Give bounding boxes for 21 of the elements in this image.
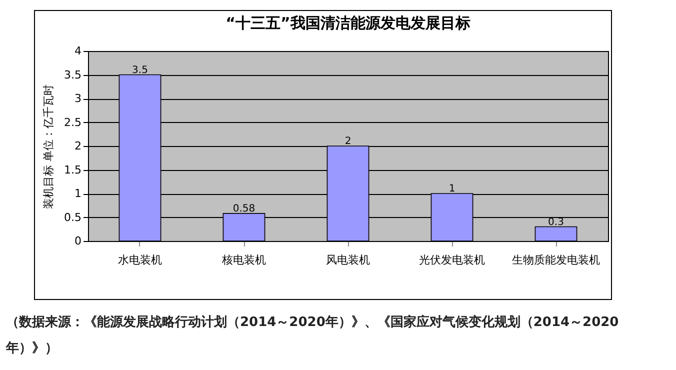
y-tick-label: 2 [74,140,82,152]
data-label: 0.58 [232,203,256,214]
y-tick-label: 3 [74,92,82,105]
x-tick-label: 水电装机 [118,254,162,266]
data-label: 3.5 [132,64,148,76]
x-tick-label: 风电装机 [326,254,370,266]
x-tick-label: 光伏发电装机 [419,254,485,266]
y-tick-label: 1 [74,187,82,200]
y-tick-label: 4 [74,44,82,58]
y-tick-label: 3.5 [64,68,82,82]
data-label: 1 [448,184,456,194]
y-tick-label: 0.5 [64,210,82,224]
y-axis-title: 装机目标 单位：亿千瓦时 [42,84,56,209]
text: （数据来源：《能源发展战略行动计划（2014～2020年）》、《国家应对气候变化规划（2014～2020年）》） [6,314,620,358]
x-tick-label: 生物质能发电装机 [512,254,600,266]
data-label: 2 [344,136,352,147]
chart-title: “十三五”我国清洁能源发电发展目标 [226,14,470,32]
x-tick-label: 核电装机 [221,254,266,266]
y-tick-label: 0 [74,234,82,248]
y-tick-label: 2.5 [64,116,82,129]
y-tick-label: 1.5 [64,163,82,176]
